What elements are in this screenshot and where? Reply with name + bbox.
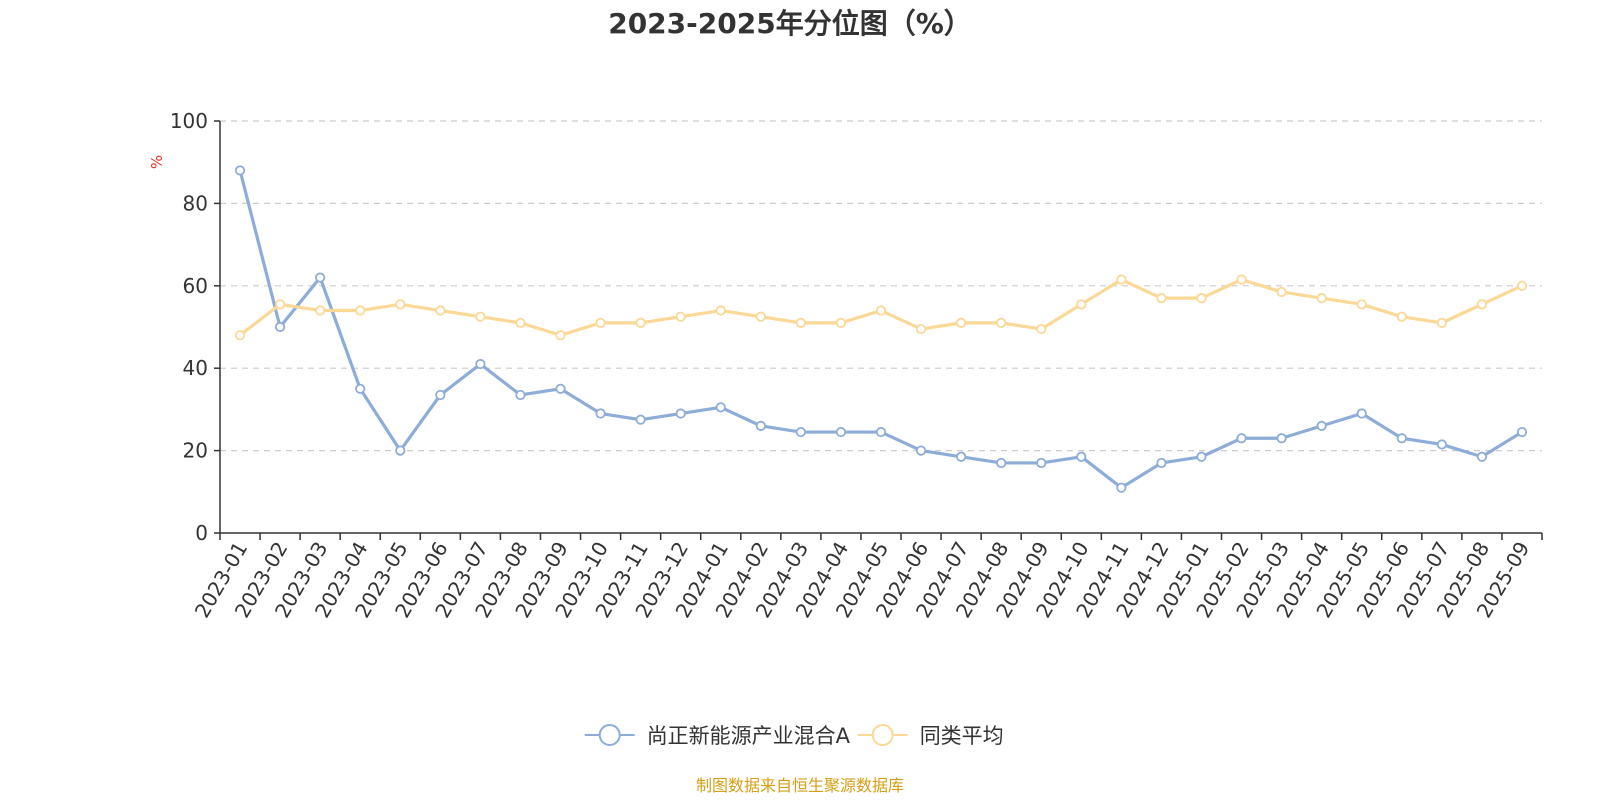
data-point-2-2023-08[interactable] — [515, 317, 526, 328]
data-point-2-2025-07[interactable] — [1436, 317, 1447, 328]
data-point-1-2024-06[interactable] — [915, 445, 927, 456]
data-point-2-2024-03[interactable] — [795, 317, 806, 328]
data-point-2-2024-01[interactable] — [715, 305, 726, 316]
series-lines — [234, 165, 1528, 493]
legend-item-2[interactable]: 同类平均 — [857, 724, 1004, 748]
y-tick-label-80: 80 — [183, 191, 208, 215]
data-point-2-2024-05[interactable] — [875, 305, 887, 316]
data-point-1-2025-04[interactable] — [1316, 420, 1327, 431]
y-tick-label-0: 0 — [195, 521, 208, 545]
data-point-2-2024-04[interactable] — [835, 317, 847, 328]
y-axis-unit-label: % — [148, 155, 166, 169]
data-point-1-2023-08[interactable] — [515, 389, 526, 401]
data-point-2-2025-06[interactable] — [1396, 311, 1407, 322]
data-point-1-2023-07[interactable] — [475, 358, 486, 370]
y-tick-label-60: 60 — [183, 274, 208, 298]
data-point-2-2025-08[interactable] — [1476, 299, 1488, 310]
y-tick-label-100: 100 — [170, 109, 208, 133]
data-point-2-2024-07[interactable] — [956, 317, 967, 328]
data-point-2-2023-02[interactable] — [274, 299, 286, 310]
data-point-2-2023-10[interactable] — [595, 317, 606, 328]
data-point-1-2023-03[interactable] — [315, 272, 326, 283]
data-point-1-2024-12[interactable] — [1156, 457, 1167, 469]
data-point-2-2023-03[interactable] — [315, 305, 326, 316]
legend-circle-icon — [871, 724, 894, 746]
data-point-1-2025-05[interactable] — [1356, 408, 1367, 419]
data-point-2-2024-10[interactable] — [1076, 299, 1087, 310]
data-point-1-2023-02[interactable] — [274, 321, 286, 333]
data-point-1-2023-09[interactable] — [555, 383, 566, 394]
gridlines — [220, 120, 1542, 452]
data-point-1-2024-08[interactable] — [996, 457, 1007, 469]
data-point-2-2023-05[interactable] — [395, 299, 406, 310]
data-point-2-2023-11[interactable] — [635, 317, 646, 328]
legend-circle-icon — [598, 724, 621, 746]
data-point-1-2023-01[interactable] — [234, 165, 246, 176]
data-point-2-2023-12[interactable] — [675, 311, 686, 322]
y-axis-ticks: 0 20 40 60 80 100 — [170, 109, 220, 545]
data-point-2-2023-07[interactable] — [475, 311, 486, 322]
data-point-1-2025-03[interactable] — [1276, 433, 1287, 444]
data-point-1-2025-09[interactable] — [1516, 426, 1528, 438]
data-point-1-2024-03[interactable] — [795, 426, 806, 438]
data-point-1-2024-05[interactable] — [875, 426, 887, 438]
data-point-1-2024-10[interactable] — [1076, 451, 1087, 462]
series-2 — [234, 274, 1528, 341]
data-point-1-2024-07[interactable] — [956, 451, 967, 462]
data-point-1-2024-09[interactable] — [1036, 457, 1047, 469]
data-point-1-2025-01[interactable] — [1196, 451, 1207, 462]
data-point-2-2024-08[interactable] — [996, 317, 1007, 328]
data-point-2-2023-01[interactable] — [234, 330, 246, 341]
legend[interactable]: 尚正新能源产业混合A 同类平均 — [584, 724, 1004, 748]
chart-title: 2023-2025年分位图（%） — [608, 7, 972, 40]
data-point-1-2024-04[interactable] — [835, 426, 847, 438]
data-point-1-2023-10[interactable] — [595, 408, 606, 419]
data-point-1-2024-02[interactable] — [755, 420, 766, 431]
data-point-1-2024-11[interactable] — [1116, 482, 1127, 493]
series-1 — [234, 165, 1528, 493]
legend-label-1: 尚正新能源产业混合A — [647, 724, 851, 748]
data-point-2-2025-09[interactable] — [1516, 280, 1528, 291]
data-point-2-2025-03[interactable] — [1276, 286, 1287, 298]
data-point-1-2023-05[interactable] — [395, 445, 406, 456]
axes — [219, 121, 1542, 534]
series-line-1 — [238, 168, 1524, 490]
data-point-1-2023-06[interactable] — [435, 389, 446, 401]
y-tick-label-40: 40 — [183, 356, 208, 380]
data-point-1-2025-08[interactable] — [1476, 451, 1488, 462]
data-point-2-2024-09[interactable] — [1036, 323, 1047, 335]
data-point-1-2025-02[interactable] — [1236, 433, 1247, 444]
y-tick-label-20: 20 — [183, 439, 208, 463]
data-point-2-2025-01[interactable] — [1196, 293, 1207, 304]
data-point-2-2023-04[interactable] — [355, 305, 366, 316]
data-point-2-2024-12[interactable] — [1156, 293, 1167, 304]
data-point-1-2025-07[interactable] — [1436, 439, 1447, 450]
data-point-2-2024-06[interactable] — [915, 323, 927, 335]
data-point-2-2023-09[interactable] — [555, 330, 566, 341]
data-point-1-2023-04[interactable] — [355, 383, 366, 394]
data-point-2-2024-02[interactable] — [755, 311, 766, 322]
legend-item-1[interactable]: 尚正新能源产业混合A — [584, 724, 851, 748]
data-point-1-2023-12[interactable] — [675, 408, 686, 419]
x-axis-ticks: 2023-012023-022023-032023-042023-052023-… — [190, 533, 1543, 622]
data-point-2-2025-04[interactable] — [1316, 293, 1327, 304]
data-point-2-2025-05[interactable] — [1356, 299, 1367, 310]
data-point-2-2025-02[interactable] — [1236, 274, 1247, 285]
data-point-1-2023-11[interactable] — [635, 414, 646, 425]
data-point-2-2023-06[interactable] — [435, 305, 446, 316]
data-point-1-2024-01[interactable] — [715, 402, 726, 413]
legend-label-2: 同类平均 — [920, 724, 1004, 748]
data-point-2-2024-11[interactable] — [1116, 274, 1127, 285]
data-source-note: 制图数据来自恒生聚源数据库 — [696, 776, 904, 795]
data-point-1-2025-06[interactable] — [1396, 433, 1407, 444]
